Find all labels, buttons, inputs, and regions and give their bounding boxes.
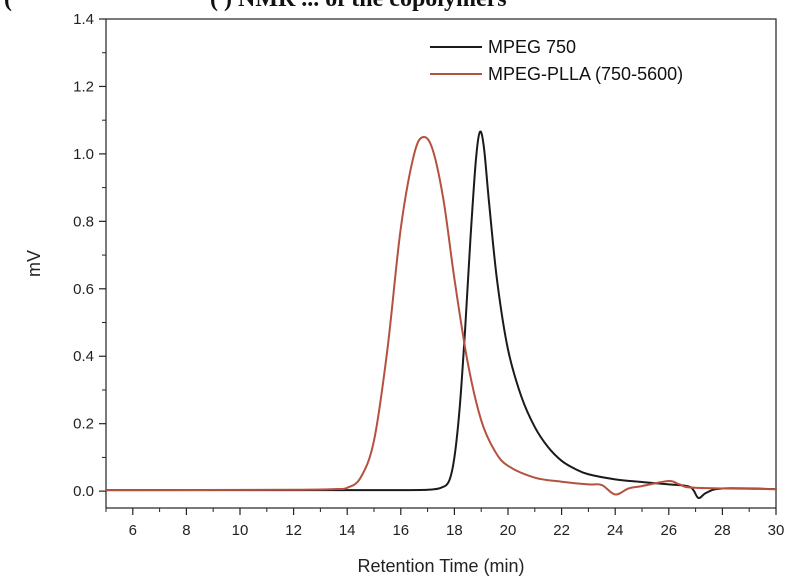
y-tick-label: 0.4 (73, 348, 94, 365)
x-tick-label: 6 (129, 522, 137, 539)
y-tick-label: 1.0 (73, 146, 94, 163)
x-axis-label: Retention Time (min) (357, 556, 524, 576)
x-axis-ticks: 6 8 10 12 14 16 18 20 22 24 26 28 30 (105, 508, 785, 539)
y-tick-label: 0.2 (73, 416, 94, 433)
y-tick-label: 0.6 (73, 281, 94, 298)
series-layer (105, 130, 777, 499)
x-tick-label: 12 (285, 522, 302, 539)
x-tick-label: 14 (339, 522, 356, 539)
x-tick-label: 30 (768, 522, 785, 539)
series-line-mpeg-750 (105, 130, 777, 499)
x-tick-label: 10 (232, 522, 249, 539)
x-tick-label: 24 (607, 522, 624, 539)
x-tick-label: 18 (446, 522, 463, 539)
legend-label: MPEG 750 (488, 37, 576, 57)
y-tick-label: 1.4 (73, 11, 94, 28)
plot-frame (105, 18, 777, 509)
x-tick-label: 8 (182, 522, 190, 539)
figure-caption: ( ( ) NMR ... of the copolymers (0, 0, 786, 16)
x-tick-label: 16 (392, 522, 409, 539)
legend: MPEG 750 MPEG-PLLA (750-5600) (430, 37, 683, 84)
plot-area-border (105, 18, 777, 509)
series-line-mpeg-plla (105, 136, 777, 496)
caption-part-b: ( ) NMR ... of the copolymers (210, 0, 507, 13)
x-tick-label: 28 (714, 522, 731, 539)
caption-part-a: ( (4, 0, 12, 13)
x-tick-label: 20 (500, 522, 517, 539)
x-tick-label: 26 (660, 522, 677, 539)
legend-label: MPEG-PLLA (750-5600) (488, 64, 683, 84)
y-tick-label: 0.8 (73, 213, 94, 230)
y-axis-label: mV (24, 250, 44, 277)
y-tick-label: 0.0 (73, 483, 94, 500)
x-tick-label: 22 (553, 522, 570, 539)
y-tick-label: 1.2 (73, 78, 94, 95)
y-axis-ticks: 0.0 0.2 0.4 0.6 0.8 1.0 1.2 1.4 (73, 11, 106, 500)
